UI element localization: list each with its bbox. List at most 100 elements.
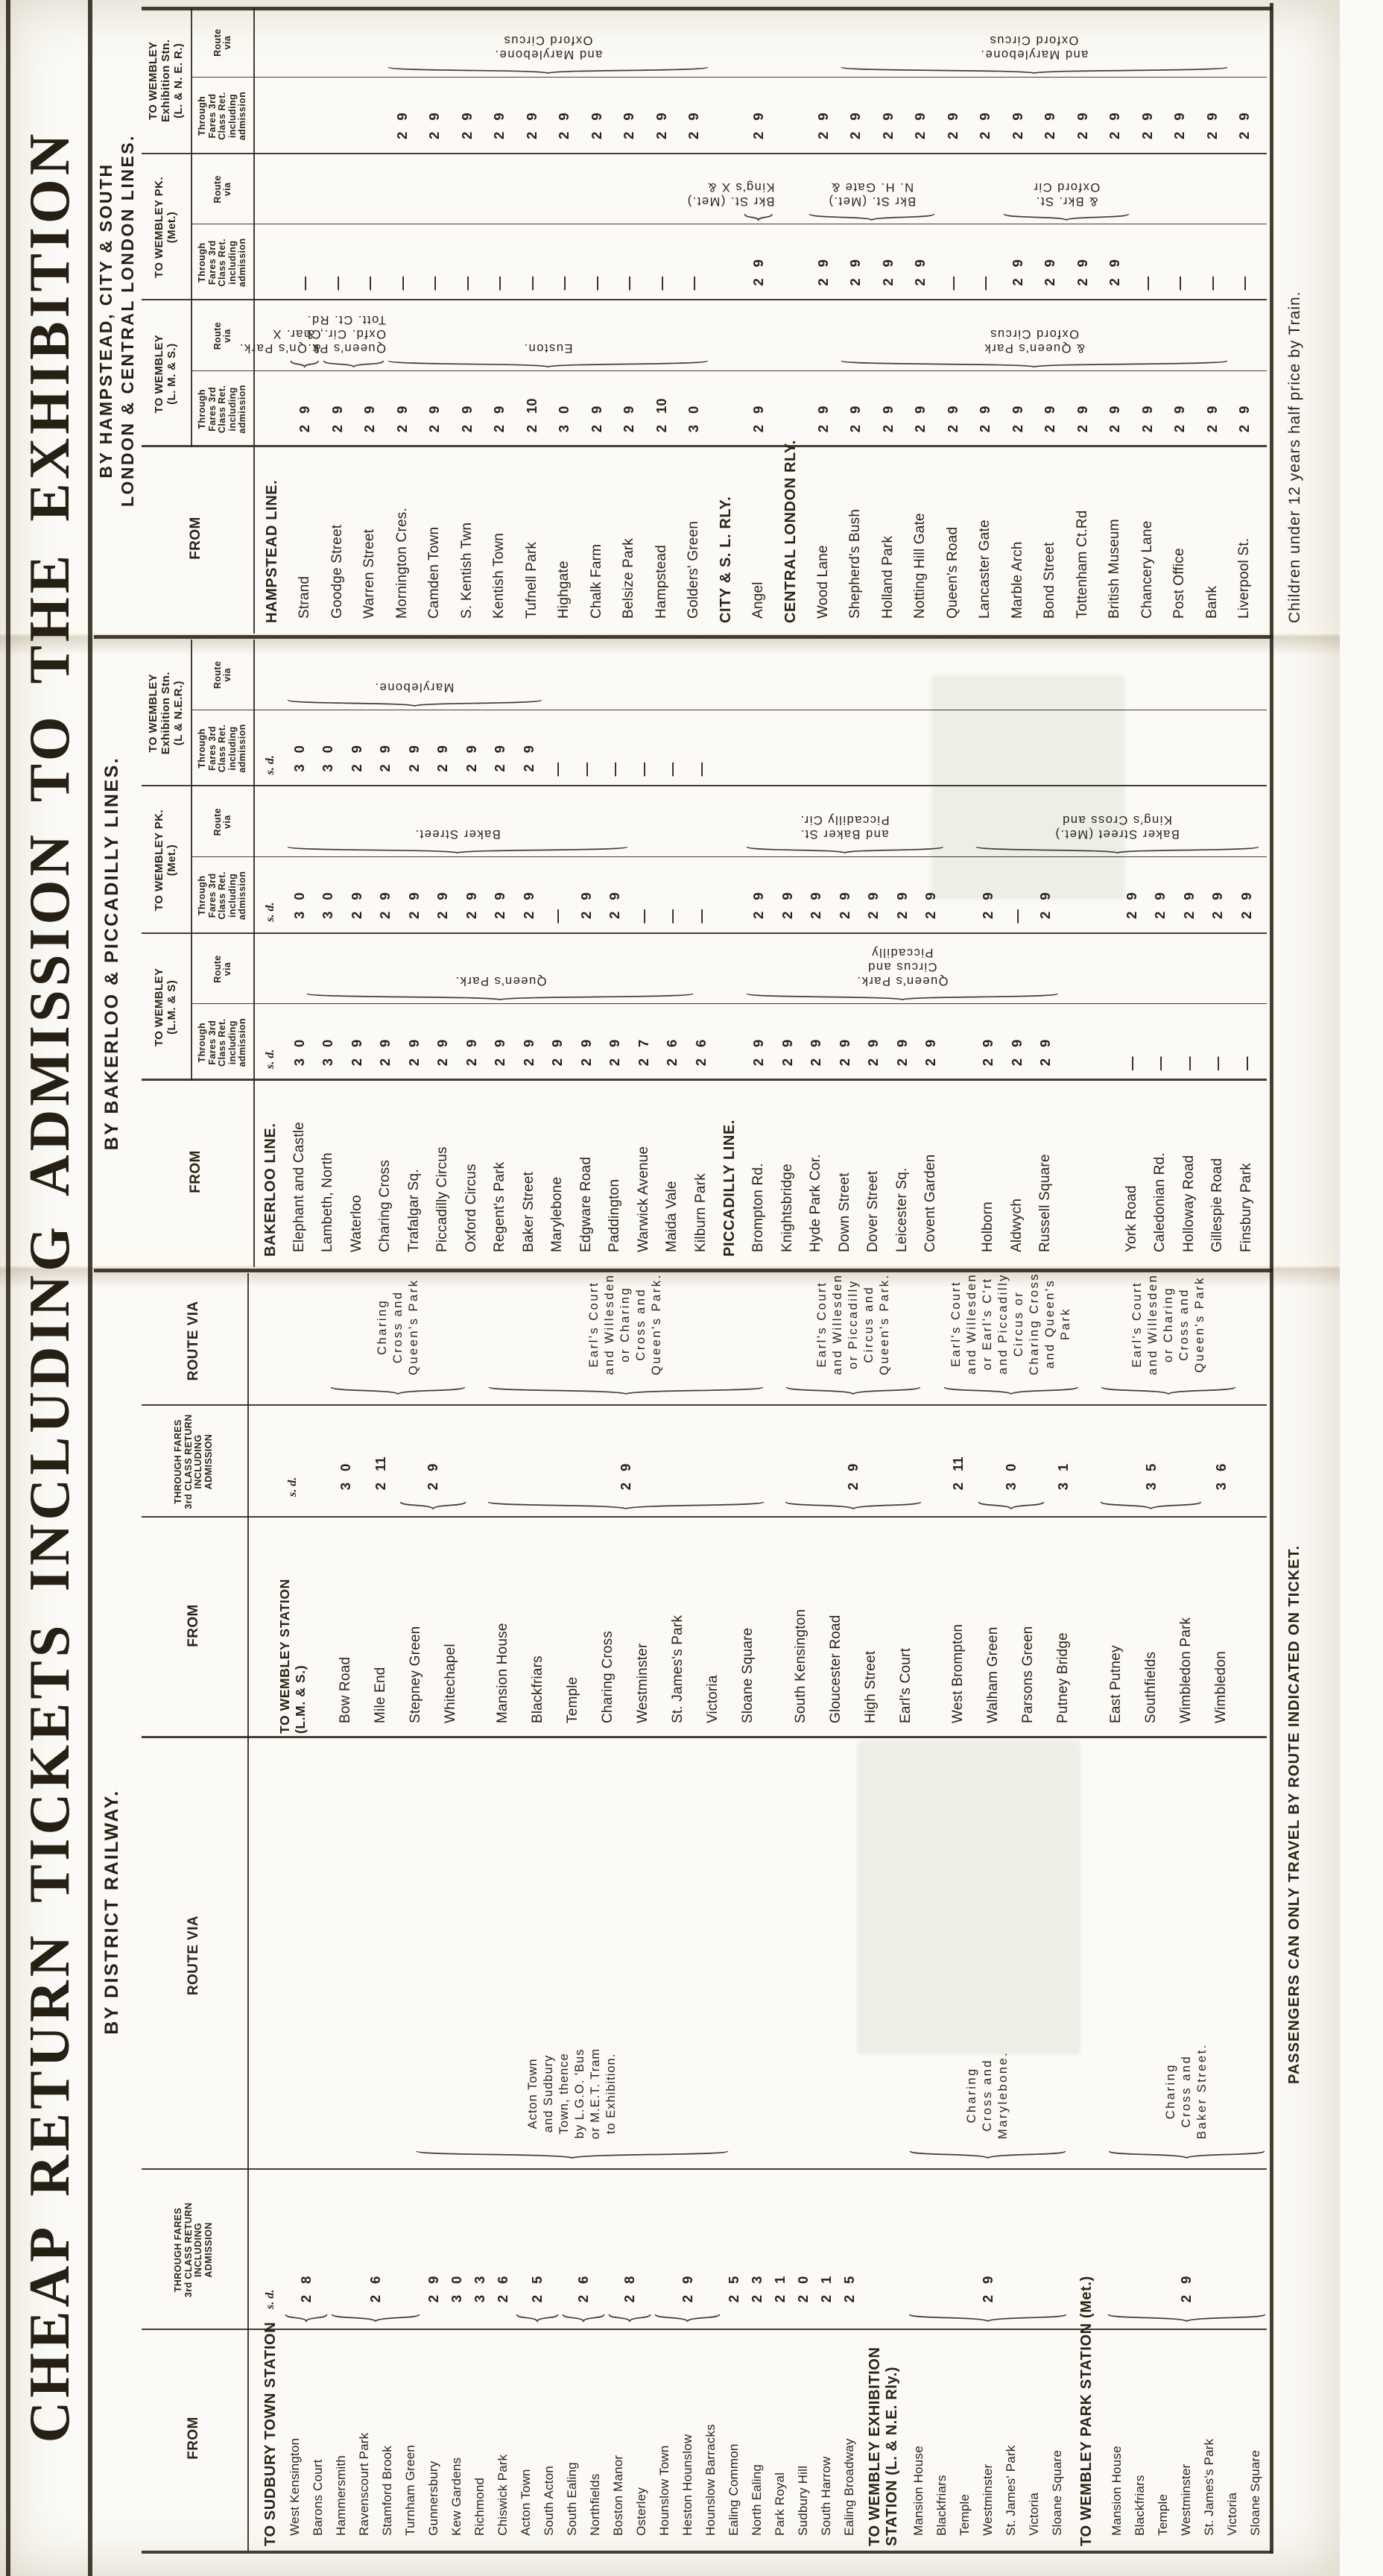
- top-edge-rule: [6, 0, 10, 2576]
- station-row: Victoria: [1221, 2330, 1244, 2536]
- fare-shillings: 2: [492, 1058, 508, 1067]
- fare-pence: 9: [1042, 113, 1058, 121]
- station-name: Hammersmith: [333, 2455, 348, 2536]
- fare-cell: —: [601, 763, 630, 777]
- group-brace: [1107, 2314, 1266, 2322]
- fare-shillings: 2: [426, 425, 443, 433]
- fare-pence: 9: [1180, 892, 1197, 900]
- station-row: Mansion House: [907, 2330, 930, 2536]
- fare-shillings: 3: [448, 2295, 464, 2303]
- fare-shillings: 2: [393, 131, 410, 139]
- fare-shillings: 2: [692, 1058, 709, 1067]
- fare-cell: —: [483, 277, 515, 291]
- fare-pence: 9: [1037, 1039, 1054, 1047]
- fare-pence: 0: [556, 405, 572, 414]
- fare-value: —: [653, 277, 670, 291]
- fare-pence: 9: [523, 113, 539, 121]
- station-name: Russell Square: [1037, 1154, 1054, 1252]
- station-name: Warwick Avenue: [635, 1146, 651, 1252]
- station-name: High Street: [862, 1650, 879, 1723]
- station-row: Heston Hounslow: [676, 2330, 699, 2536]
- fare-pence: 9: [912, 113, 928, 121]
- route-group: Queen's Park.: [285, 935, 716, 1002]
- fare-shillings: 2: [1107, 425, 1123, 433]
- fare-shillings: 2: [577, 911, 594, 919]
- station-row: North Ealing: [745, 2330, 768, 2536]
- fare-pence: 0: [291, 745, 307, 754]
- fare-dash: —: [491, 276, 507, 291]
- station-name: Strand: [297, 575, 313, 619]
- fare-cell: —: [386, 277, 418, 291]
- fare-pence: 9: [617, 1463, 633, 1471]
- fare-value: —: [426, 277, 443, 291]
- station-name: Heston Hounslow: [680, 2434, 694, 2536]
- fare-shillings: 2: [922, 911, 939, 919]
- table-heading-row: TO WEMBLEY PARK STATION (Met.): [1069, 2276, 1106, 2546]
- fare-pence: 10: [653, 398, 669, 414]
- fare-pence: 9: [405, 1039, 422, 1047]
- fare-shillings: 2: [377, 911, 393, 919]
- fare-shillings: 2: [491, 425, 507, 433]
- group-brace: [488, 1386, 763, 1395]
- fare-shillings: 2: [845, 1483, 861, 1491]
- fare-dash: —: [1139, 276, 1155, 291]
- station-row: Putney Bridge: [1046, 1518, 1081, 1723]
- fare-pence: 0: [320, 745, 336, 754]
- station-row: Kew Gardens: [445, 2330, 468, 2536]
- fare-dash: —: [549, 909, 566, 924]
- route-via-subheader: Route via: [212, 28, 233, 57]
- fare-pence: 9: [549, 1039, 566, 1047]
- station-row: Piccadilly Circus: [428, 1081, 458, 1252]
- station-row: Wimbledon: [1203, 1518, 1238, 1723]
- fare-group-header: TO WEMBLEY Exhibition Stn. (L. & N. E. R.): [146, 39, 185, 122]
- station-row: Temple: [1152, 2330, 1175, 2536]
- station-row: Chancery Lane: [1131, 447, 1163, 619]
- fare-cell: —: [451, 277, 483, 291]
- through-fares-subheader: Through Fares 3rd Class Ret. including admis…: [197, 724, 248, 773]
- station-row: Leicester Sq.: [887, 1081, 917, 1253]
- fare-pence: 9: [492, 745, 508, 754]
- station-name: Down Street: [836, 1172, 852, 1252]
- fare-shillings: 2: [556, 131, 572, 139]
- route-group: Earl's Court and Willesden or Earl's C'rt a…: [941, 1272, 1081, 1395]
- station-row: Marble Arch: [1001, 447, 1034, 619]
- station-row: Warwick Avenue: [630, 1081, 659, 1252]
- fare-pence: 9: [679, 2276, 695, 2284]
- fare-pence: 9: [393, 113, 410, 121]
- fare-dash: —: [977, 276, 993, 291]
- fare-pence: 9: [1009, 405, 1025, 414]
- station-row: Tufnell Park: [516, 447, 548, 619]
- fare-pence: 9: [977, 405, 993, 414]
- fare-cell: —: [288, 277, 320, 291]
- station-row: Bond Street: [1034, 447, 1066, 619]
